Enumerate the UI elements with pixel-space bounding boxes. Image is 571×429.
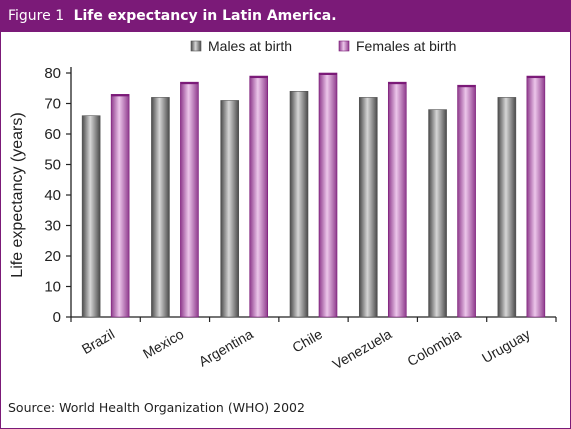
y-tick-label: 60 (44, 126, 61, 143)
y-tick-label: 10 (44, 279, 61, 296)
legend-swatch-females (338, 40, 350, 52)
y-tick-label: 50 (44, 157, 61, 174)
x-tick-label: Brazil (79, 326, 117, 357)
bar-females-cap (180, 82, 199, 85)
x-tick-label: Mexico (140, 326, 187, 362)
bar-chart: Life expectancy (years) 0 10 20 30 40 50 60 70 80… (9, 38, 557, 373)
legend-label-males: Males at birth (208, 38, 292, 54)
bar-males-mexico (151, 97, 170, 318)
x-tick-label: Uruguay (479, 326, 533, 366)
y-tick-label: 20 (44, 248, 61, 265)
bar-males-brazil (81, 115, 101, 318)
legend-swatch-males (190, 40, 202, 52)
bar-males-uruguay (497, 97, 517, 318)
figure-title: Life expectancy in Latin America. (73, 8, 337, 24)
bar-females-argentina (249, 75, 269, 318)
figure-title-bar: Figure 1 Life expectancy in Latin Americ… (1, 1, 570, 32)
bar-females-chile (318, 72, 338, 318)
figure-label: Figure 1 (8, 8, 65, 24)
bar-females-brazil (110, 94, 130, 318)
x-tick-label: Chile (289, 326, 325, 356)
bar-females-cap (249, 76, 268, 79)
y-tick-label: 80 (44, 65, 61, 82)
bar-females-cap (319, 73, 337, 75)
x-tick-label: Colombia (404, 326, 463, 370)
x-tick-label: Venezuela (330, 326, 395, 373)
x-tick-label: Argentina (196, 326, 256, 370)
bar-males-chile (289, 90, 309, 318)
bar-males-venezuela (358, 97, 378, 318)
bar-females-cap (526, 76, 545, 79)
bar-females-cap (111, 94, 130, 97)
bar-females-colombia (457, 84, 476, 318)
y-tick-label: 30 (44, 218, 61, 235)
y-tick-label: 0 (53, 309, 61, 326)
y-axis-title: Life expectancy (years) (9, 112, 26, 277)
bar-females-cap (388, 82, 407, 85)
bar-females-venezuela (387, 81, 407, 318)
bar-females-cap (457, 85, 476, 88)
y-tick-label: 70 (44, 96, 61, 113)
source-note: Source: World Health Organization (WHO) … (8, 400, 305, 415)
legend-label-females: Females at birth (356, 38, 456, 54)
bar-females-mexico (180, 81, 199, 318)
y-tick-label: 40 (44, 187, 61, 204)
bar-males-argentina (220, 100, 240, 318)
bar-females-uruguay (526, 75, 546, 318)
bar-males-colombia (428, 109, 447, 318)
